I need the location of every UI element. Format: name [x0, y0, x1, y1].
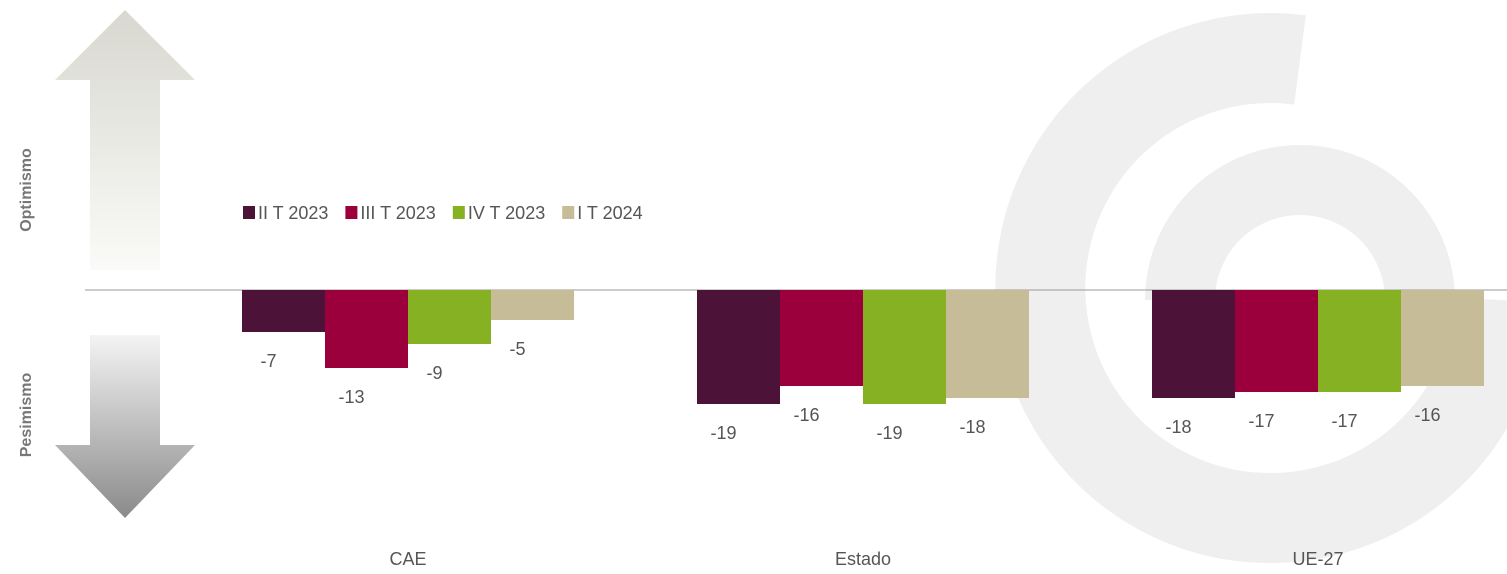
data-label: -16 — [1414, 405, 1440, 425]
data-label: -18 — [959, 417, 985, 437]
data-label: -19 — [876, 423, 902, 443]
optimism-label: Optimismo — [18, 148, 35, 232]
data-label: -9 — [426, 363, 442, 383]
data-label: -18 — [1165, 417, 1191, 437]
data-label: -13 — [338, 387, 364, 407]
bar — [697, 290, 780, 404]
legend-swatch — [452, 206, 465, 219]
bar — [325, 290, 408, 368]
bar — [408, 290, 491, 344]
data-label: -19 — [710, 423, 736, 443]
legend-swatch — [243, 206, 255, 219]
data-label: -5 — [509, 339, 525, 359]
legend-swatch — [562, 206, 575, 219]
legend-swatch — [345, 206, 358, 219]
x-tick-label: Estado — [835, 549, 891, 569]
data-label: -16 — [793, 405, 819, 425]
bar — [946, 290, 1029, 398]
x-tick-label: UE-27 — [1292, 549, 1343, 569]
arrow-up — [55, 10, 195, 270]
background-logo — [995, 13, 1507, 564]
x-tick-label: CAE — [389, 549, 426, 569]
data-label: -7 — [260, 351, 276, 371]
legend-label: II T 2023 — [258, 203, 328, 223]
pessimism-label: Pesimismo — [18, 373, 35, 458]
bar — [1318, 290, 1401, 392]
legend-label: III T 2023 — [360, 203, 435, 223]
bar — [1235, 290, 1318, 392]
data-label: -17 — [1331, 411, 1357, 431]
bar — [1152, 290, 1235, 398]
bar — [242, 290, 325, 332]
bar — [863, 290, 946, 404]
bar — [491, 290, 574, 320]
arrow-down — [55, 335, 195, 518]
bar — [1401, 290, 1484, 386]
data-label: -17 — [1248, 411, 1274, 431]
legend-label: I T 2024 — [577, 203, 642, 223]
legend-label: IV T 2023 — [468, 203, 545, 223]
bar — [780, 290, 863, 386]
